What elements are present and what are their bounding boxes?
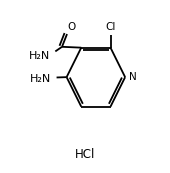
Text: H₂N: H₂N	[30, 74, 52, 84]
Text: O: O	[68, 22, 76, 32]
Text: H₂N: H₂N	[29, 51, 50, 61]
Text: N: N	[129, 72, 137, 82]
Text: HCl: HCl	[75, 148, 95, 161]
Text: Cl: Cl	[105, 22, 116, 32]
